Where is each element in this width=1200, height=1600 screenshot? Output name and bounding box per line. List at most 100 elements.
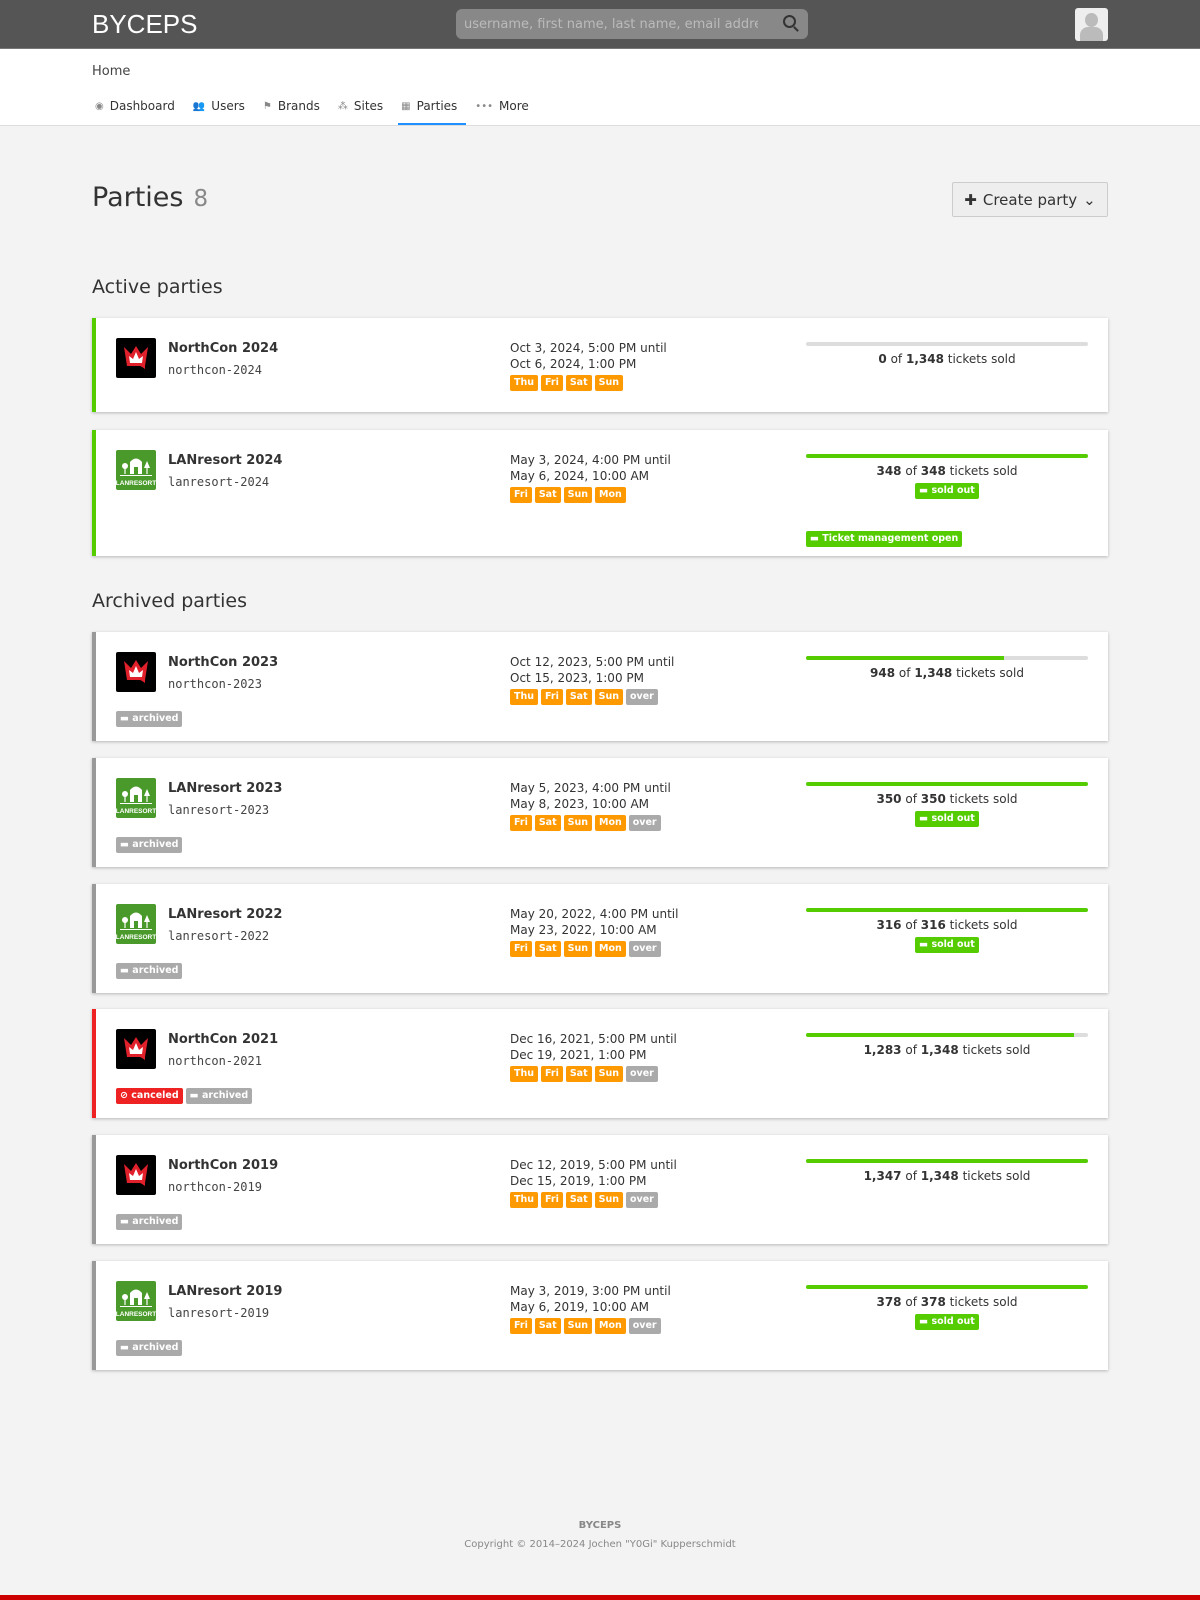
search-input[interactable]: [456, 9, 766, 39]
party-id: lanresort-2022: [168, 928, 270, 943]
day-badge: Mon: [595, 487, 626, 503]
northcon-logo: [116, 1029, 156, 1070]
brand-logo[interactable]: BYCEPS: [92, 9, 198, 39]
ticket-management-wrap: ▬ Ticket management open: [806, 526, 963, 547]
footer-copyright: Copyright © 2014–2024 Jochen "Y0Gi" Kupp…: [464, 1539, 736, 1550]
of-label: of: [890, 352, 903, 366]
ticket-progress-fill: [806, 781, 1088, 786]
party-days: Fri Sat Sun Mon over: [510, 814, 671, 831]
nav-tab-sites[interactable]: ⁂ Sites: [335, 97, 392, 125]
archived-badge-label: archived: [201, 1090, 249, 1102]
party-days: Fri Sat Sun Mon: [510, 487, 671, 503]
tickets-sold-label: tickets sold: [949, 1295, 1018, 1309]
party-name[interactable]: LANresort 2024: [168, 453, 283, 468]
party-card[interactable]: LANRESORT LANresort 2019 lanresort-2019 ▬ a…: [92, 1261, 1108, 1370]
sold-out-wrap: ▬ sold out: [806, 482, 1088, 499]
sold-out-badge: ▬ sold out: [915, 1314, 979, 1330]
nav-tab-more[interactable]: ••• More: [472, 97, 537, 125]
archived-badge: ▬ archived: [185, 1088, 253, 1105]
party-days: Thu Fri Sat Sun over: [510, 1192, 677, 1209]
ticket-stats: 0 of 1,348 tickets sold: [806, 342, 1088, 366]
party-end: Oct 6, 2024, 1:00 PM: [510, 357, 637, 371]
nav-tab-dashboard[interactable]: ◉ Dashboard: [92, 97, 184, 125]
of-label: of: [905, 1043, 917, 1058]
party-card[interactable]: NorthCon 2024 northcon-2024 Oct 3, 2024, 5…: [92, 318, 1108, 412]
day-badge: Thu: [510, 1192, 539, 1209]
day-badge: Fri: [541, 375, 563, 391]
ticket-stats: 1,347 of 1,348 tickets sold: [806, 1159, 1088, 1183]
party-days: Thu Fri Sat Sun over: [510, 689, 674, 705]
party-dates: May 3, 2024, 4:00 PM until May 6, 2024, 1…: [510, 452, 671, 503]
party-dates: May 3, 2019, 3:00 PM until May 6, 2019, 1…: [510, 1283, 671, 1334]
day-badge: Fri: [510, 940, 532, 957]
party-flags: ▬ archived: [116, 711, 183, 727]
archived-badge-label: archived: [132, 964, 179, 976]
day-badge-label: Mon: [599, 816, 622, 828]
nav-tab-brands[interactable]: ⚑ Brands: [260, 97, 329, 125]
create-party-button[interactable]: ✚ Create party ⌄: [952, 182, 1108, 217]
day-badge-label: Fri: [514, 1320, 528, 1331]
day-badge: Thu: [510, 1066, 539, 1083]
day-badge-label: Sun: [567, 489, 588, 500]
party-name[interactable]: NorthCon 2021: [168, 1032, 279, 1048]
tickets-sold-label: tickets sold: [949, 464, 1018, 478]
ticket-stats: 350 of 350 tickets sold ▬ sold out: [806, 781, 1088, 827]
active-parties-heading: Active parties: [92, 276, 223, 298]
party-card[interactable]: NorthCon 2023 northcon-2023 ▬ archived Oct …: [92, 632, 1108, 741]
day-badge: Sun: [563, 814, 592, 831]
party-name[interactable]: LANresort 2023: [168, 780, 283, 796]
search-icon[interactable]: [783, 15, 796, 28]
party-card[interactable]: LANRESORT LANresort 2023 lanresort-2023 ▬ a…: [92, 757, 1108, 867]
day-badge: Mon: [595, 1318, 626, 1334]
over-badge-label: over: [632, 942, 657, 954]
party-name[interactable]: NorthCon 2019: [168, 1158, 279, 1174]
party-name[interactable]: NorthCon 2024: [168, 341, 279, 356]
ticket-progress-bar: [806, 342, 1088, 346]
more-icon: •••: [475, 100, 493, 112]
day-badge-label: Thu: [514, 377, 535, 388]
archive-icon: ▬: [120, 964, 133, 976]
main-nav: ◉ Dashboard 👥 Users ⚑ Brands ⁂ Sites ▦ Parties •••…: [92, 97, 544, 125]
party-flags: ▬ archived: [116, 1214, 183, 1231]
tickets-sold-label: tickets sold: [962, 1043, 1031, 1058]
sold-out-badge-label: sold out: [931, 1316, 975, 1327]
ban-icon: ⊘: [120, 1090, 132, 1102]
ticket-progress-bar: [806, 1033, 1088, 1038]
archived-badge: ▬ archived: [116, 836, 183, 853]
party-dates: May 20, 2022, 4:00 PM until May 23, 2022,…: [510, 906, 678, 957]
over-badge: over: [628, 940, 661, 957]
party-card[interactable]: NorthCon 2021 northcon-2021 ⊘ canceled ▬ ar…: [92, 1009, 1108, 1119]
breadcrumb[interactable]: Home: [92, 64, 131, 79]
day-badge-label: Sat: [569, 691, 588, 702]
day-badge: Sat: [534, 814, 561, 831]
day-badge-label: Sat: [538, 1320, 557, 1331]
party-card[interactable]: NorthCon 2019 northcon-2019 ▬ archived Dec …: [92, 1135, 1108, 1245]
archived-badge: ▬ archived: [116, 962, 183, 979]
day-badge: Fri: [510, 814, 532, 831]
party-card[interactable]: LANRESORT LANresort 2024 lanresort-2024 May…: [92, 430, 1108, 556]
ticket-progress-bar: [806, 907, 1088, 912]
tickets-sold-label: tickets sold: [947, 352, 1016, 366]
user-avatar[interactable]: [1075, 8, 1108, 41]
nav-tab-parties[interactable]: ▦ Parties: [398, 97, 467, 125]
archived-parties-heading: Archived parties: [92, 590, 248, 612]
over-badge-label: over: [630, 691, 654, 702]
tickets-sold-text: 1,347 of 1,348 tickets sold: [806, 1169, 1088, 1183]
tickets-sold-text: 948 of 1,348 tickets sold: [806, 666, 1088, 680]
nav-tab-users[interactable]: 👥 Users: [190, 97, 254, 125]
ticket-stats: 948 of 1,348 tickets sold: [806, 656, 1088, 680]
party-card[interactable]: LANRESORT LANresort 2022 lanresort-2022 ▬ a…: [92, 883, 1108, 993]
tickets-sold-count: 1,283: [863, 1043, 902, 1058]
day-badge-label: Mon: [599, 489, 622, 500]
day-badge-label: Sun: [567, 1320, 588, 1331]
day-badge: Fri: [541, 689, 563, 705]
party-name[interactable]: LANresort 2022: [168, 906, 283, 922]
archived-badge-label: archived: [132, 838, 179, 850]
flag-icon: ⚑: [262, 100, 272, 112]
tickets-sold-count: 1,347: [863, 1169, 902, 1184]
northcon-logo: [116, 338, 156, 378]
party-name[interactable]: NorthCon 2023: [168, 655, 279, 670]
svg-text:LANRESORT: LANRESORT: [116, 480, 156, 487]
party-name[interactable]: LANresort 2019: [168, 1284, 283, 1299]
archived-badge: ▬ archived: [116, 711, 183, 727]
